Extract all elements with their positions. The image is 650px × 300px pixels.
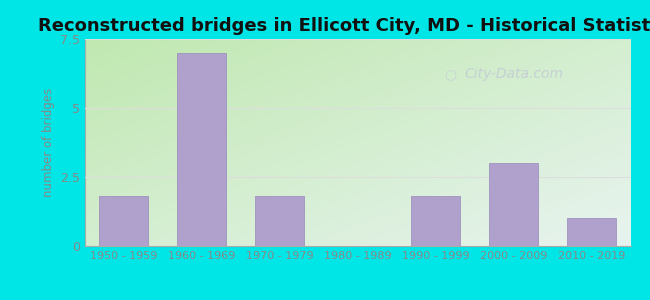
Bar bbox=[411, 196, 460, 246]
Y-axis label: number of bridges: number of bridges bbox=[42, 88, 55, 197]
Bar bbox=[99, 196, 148, 246]
Bar bbox=[567, 218, 616, 246]
Text: ○: ○ bbox=[444, 67, 456, 81]
Bar bbox=[489, 163, 538, 246]
Bar bbox=[177, 53, 226, 246]
Text: City-Data.com: City-Data.com bbox=[464, 67, 563, 81]
Bar bbox=[255, 196, 304, 246]
Title: Reconstructed bridges in Ellicott City, MD - Historical Statistics: Reconstructed bridges in Ellicott City, … bbox=[38, 17, 650, 35]
